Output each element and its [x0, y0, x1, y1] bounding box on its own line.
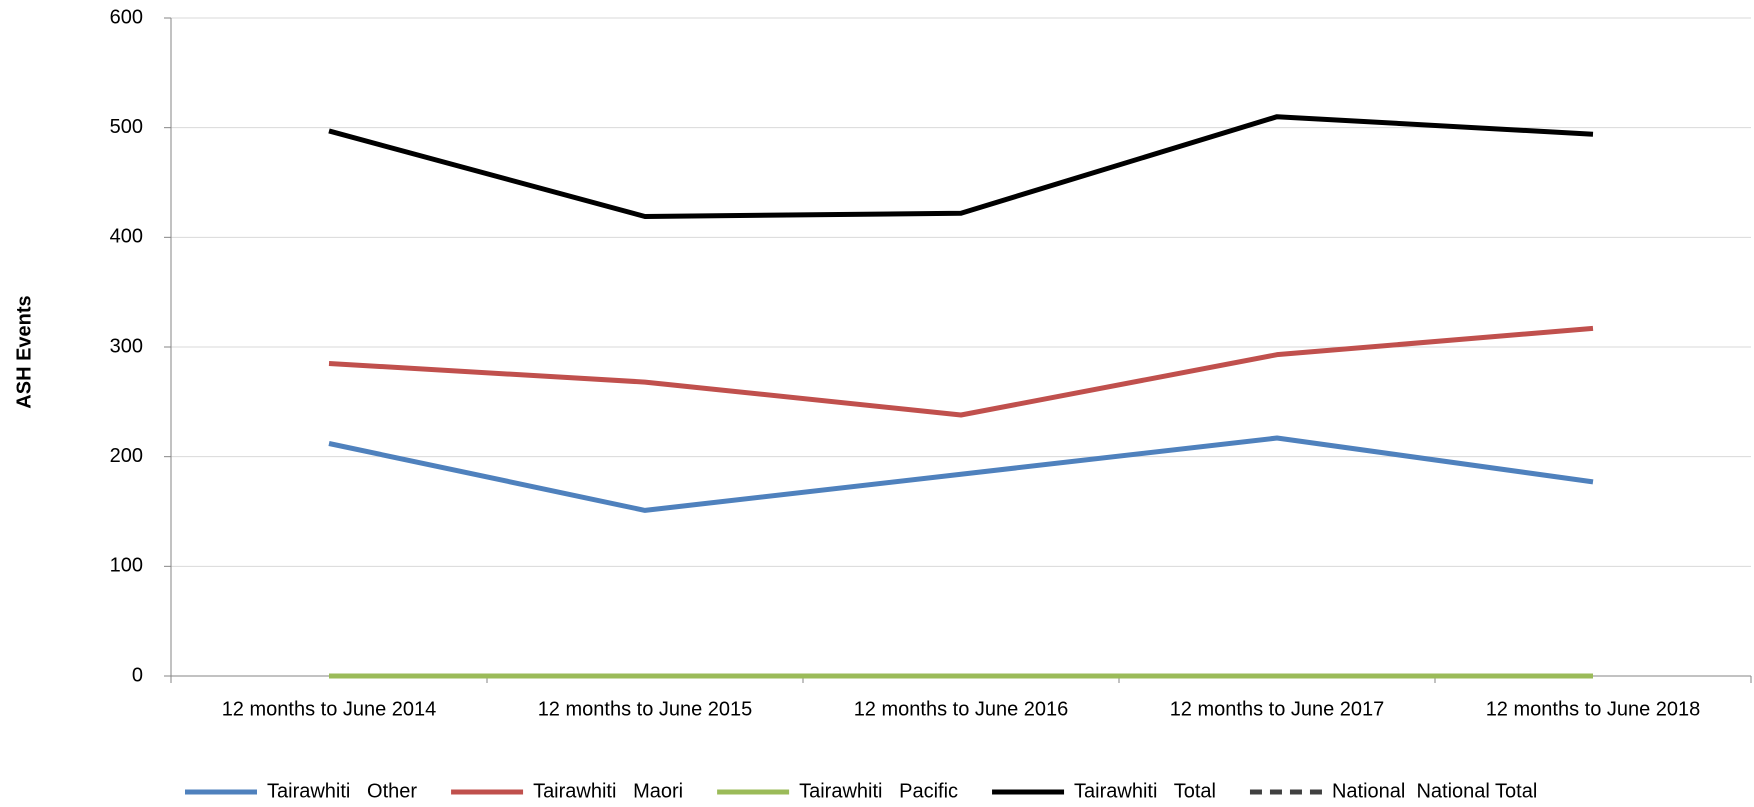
legend-label: National National Total — [1332, 780, 1537, 802]
legend-label: Tairawhiti Other — [267, 780, 417, 802]
y-tick-label: 600 — [110, 6, 143, 28]
y-tick-label: 400 — [110, 226, 143, 248]
series-line — [328, 325, 1594, 418]
series-line — [328, 435, 1594, 513]
x-tick-label: 12 months to June 2014 — [222, 698, 437, 720]
y-tick-label: 0 — [132, 664, 143, 686]
x-tick-label: 12 months to June 2018 — [1486, 698, 1701, 720]
y-tick-label: 300 — [110, 335, 143, 357]
legend-label: Tairawhiti Pacific — [799, 780, 958, 802]
legend-label: Tairawhiti Total — [1074, 780, 1216, 802]
series-line — [328, 114, 1594, 219]
y-axis-label: ASH Events — [13, 295, 35, 408]
x-tick-label: 12 months to June 2015 — [538, 698, 753, 720]
y-tick-label: 200 — [110, 445, 143, 467]
y-tick-label: 500 — [110, 116, 143, 138]
x-tick-label: 12 months to June 2016 — [854, 698, 1069, 720]
x-tick-label: 12 months to June 2017 — [1170, 698, 1385, 720]
legend-label: Tairawhiti Maori — [533, 780, 683, 802]
y-tick-label: 100 — [110, 555, 143, 577]
